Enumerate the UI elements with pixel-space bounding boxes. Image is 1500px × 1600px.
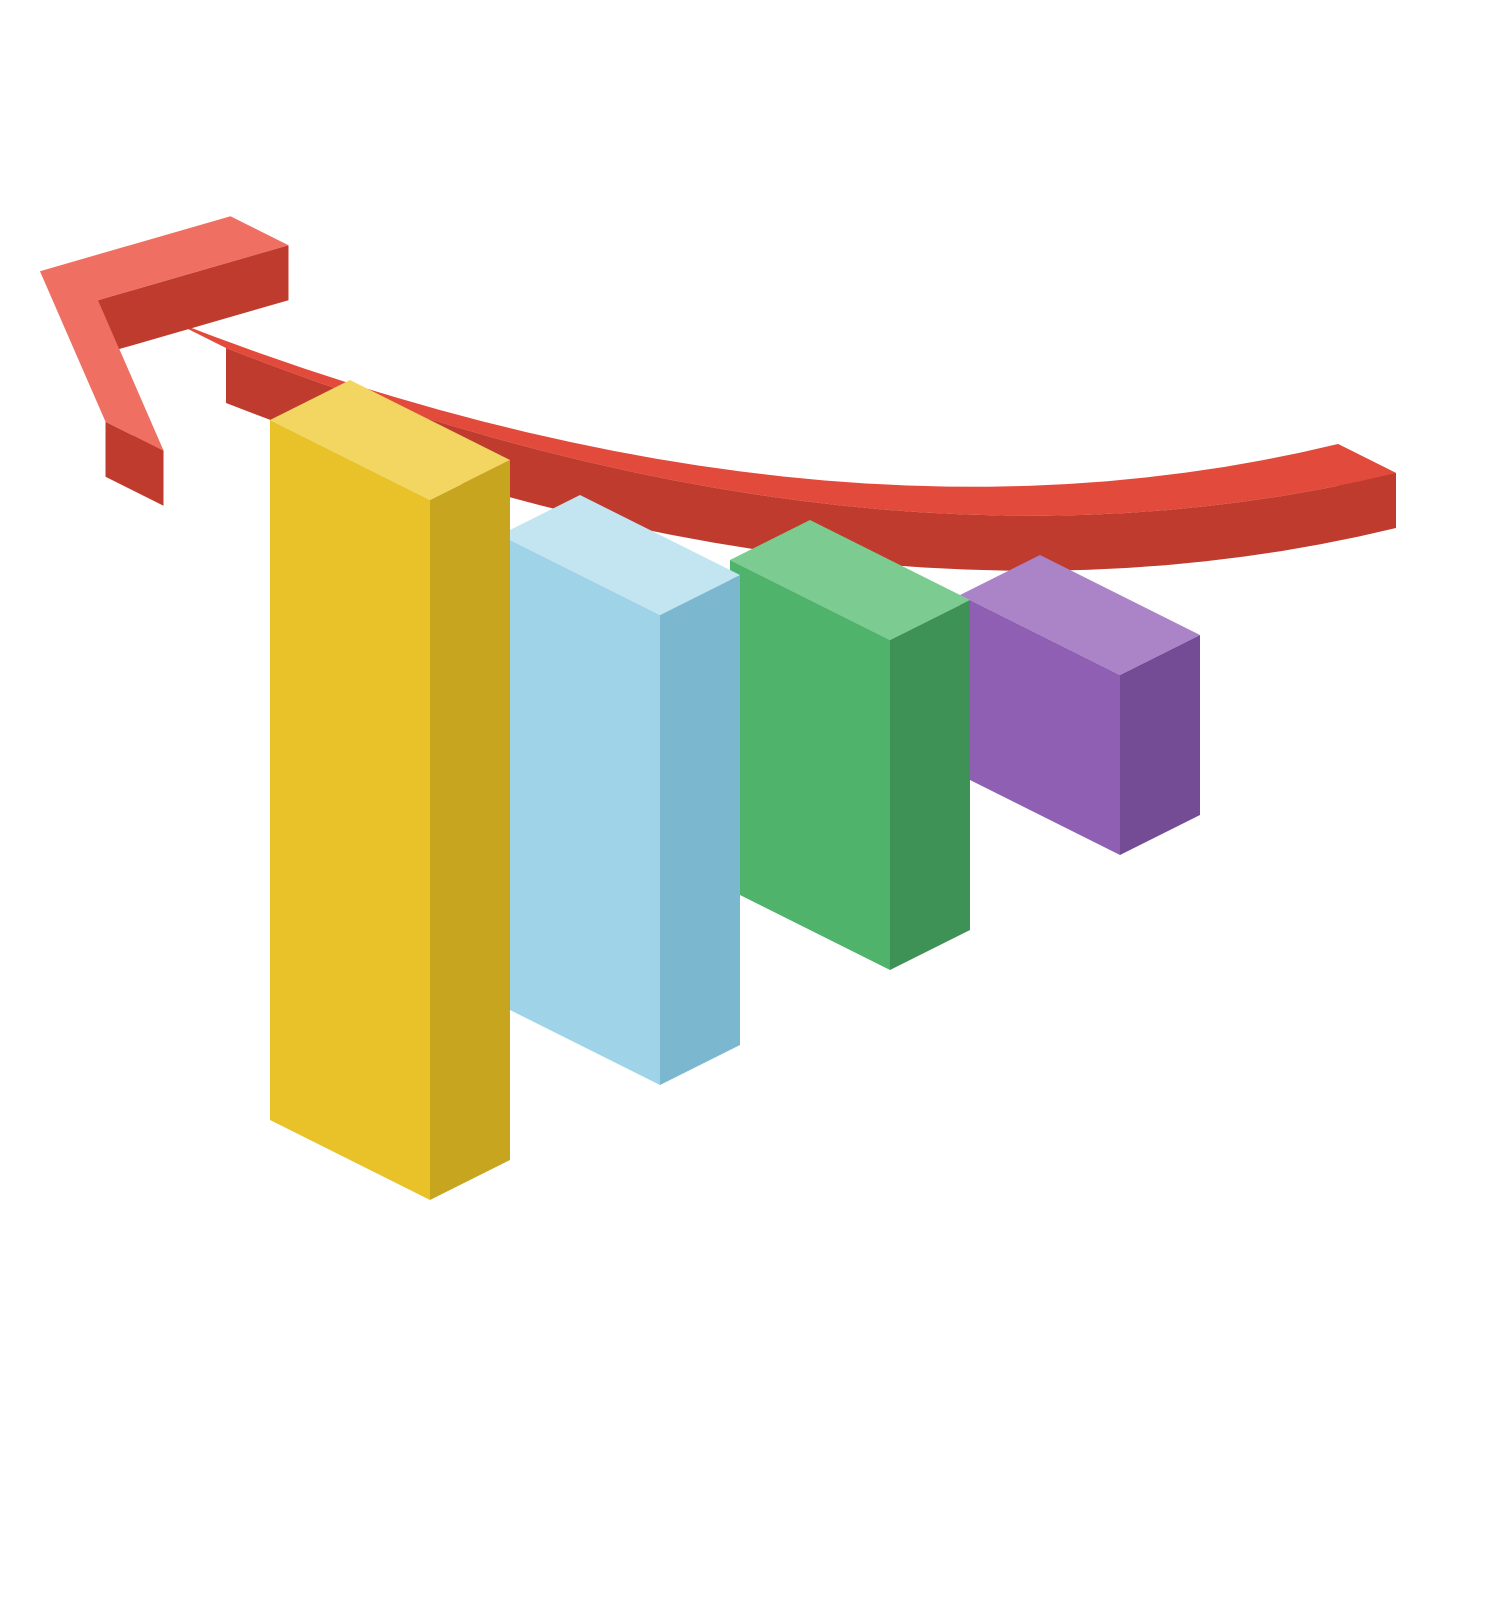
bar-0-front (270, 420, 430, 1200)
bar-1-front (500, 535, 660, 1085)
chart-container (0, 0, 1500, 1600)
bar-1-side (660, 575, 740, 1085)
isometric-bar-chart (0, 0, 1500, 1600)
bar-2-side (890, 600, 970, 970)
bar-0-side (430, 460, 510, 1200)
